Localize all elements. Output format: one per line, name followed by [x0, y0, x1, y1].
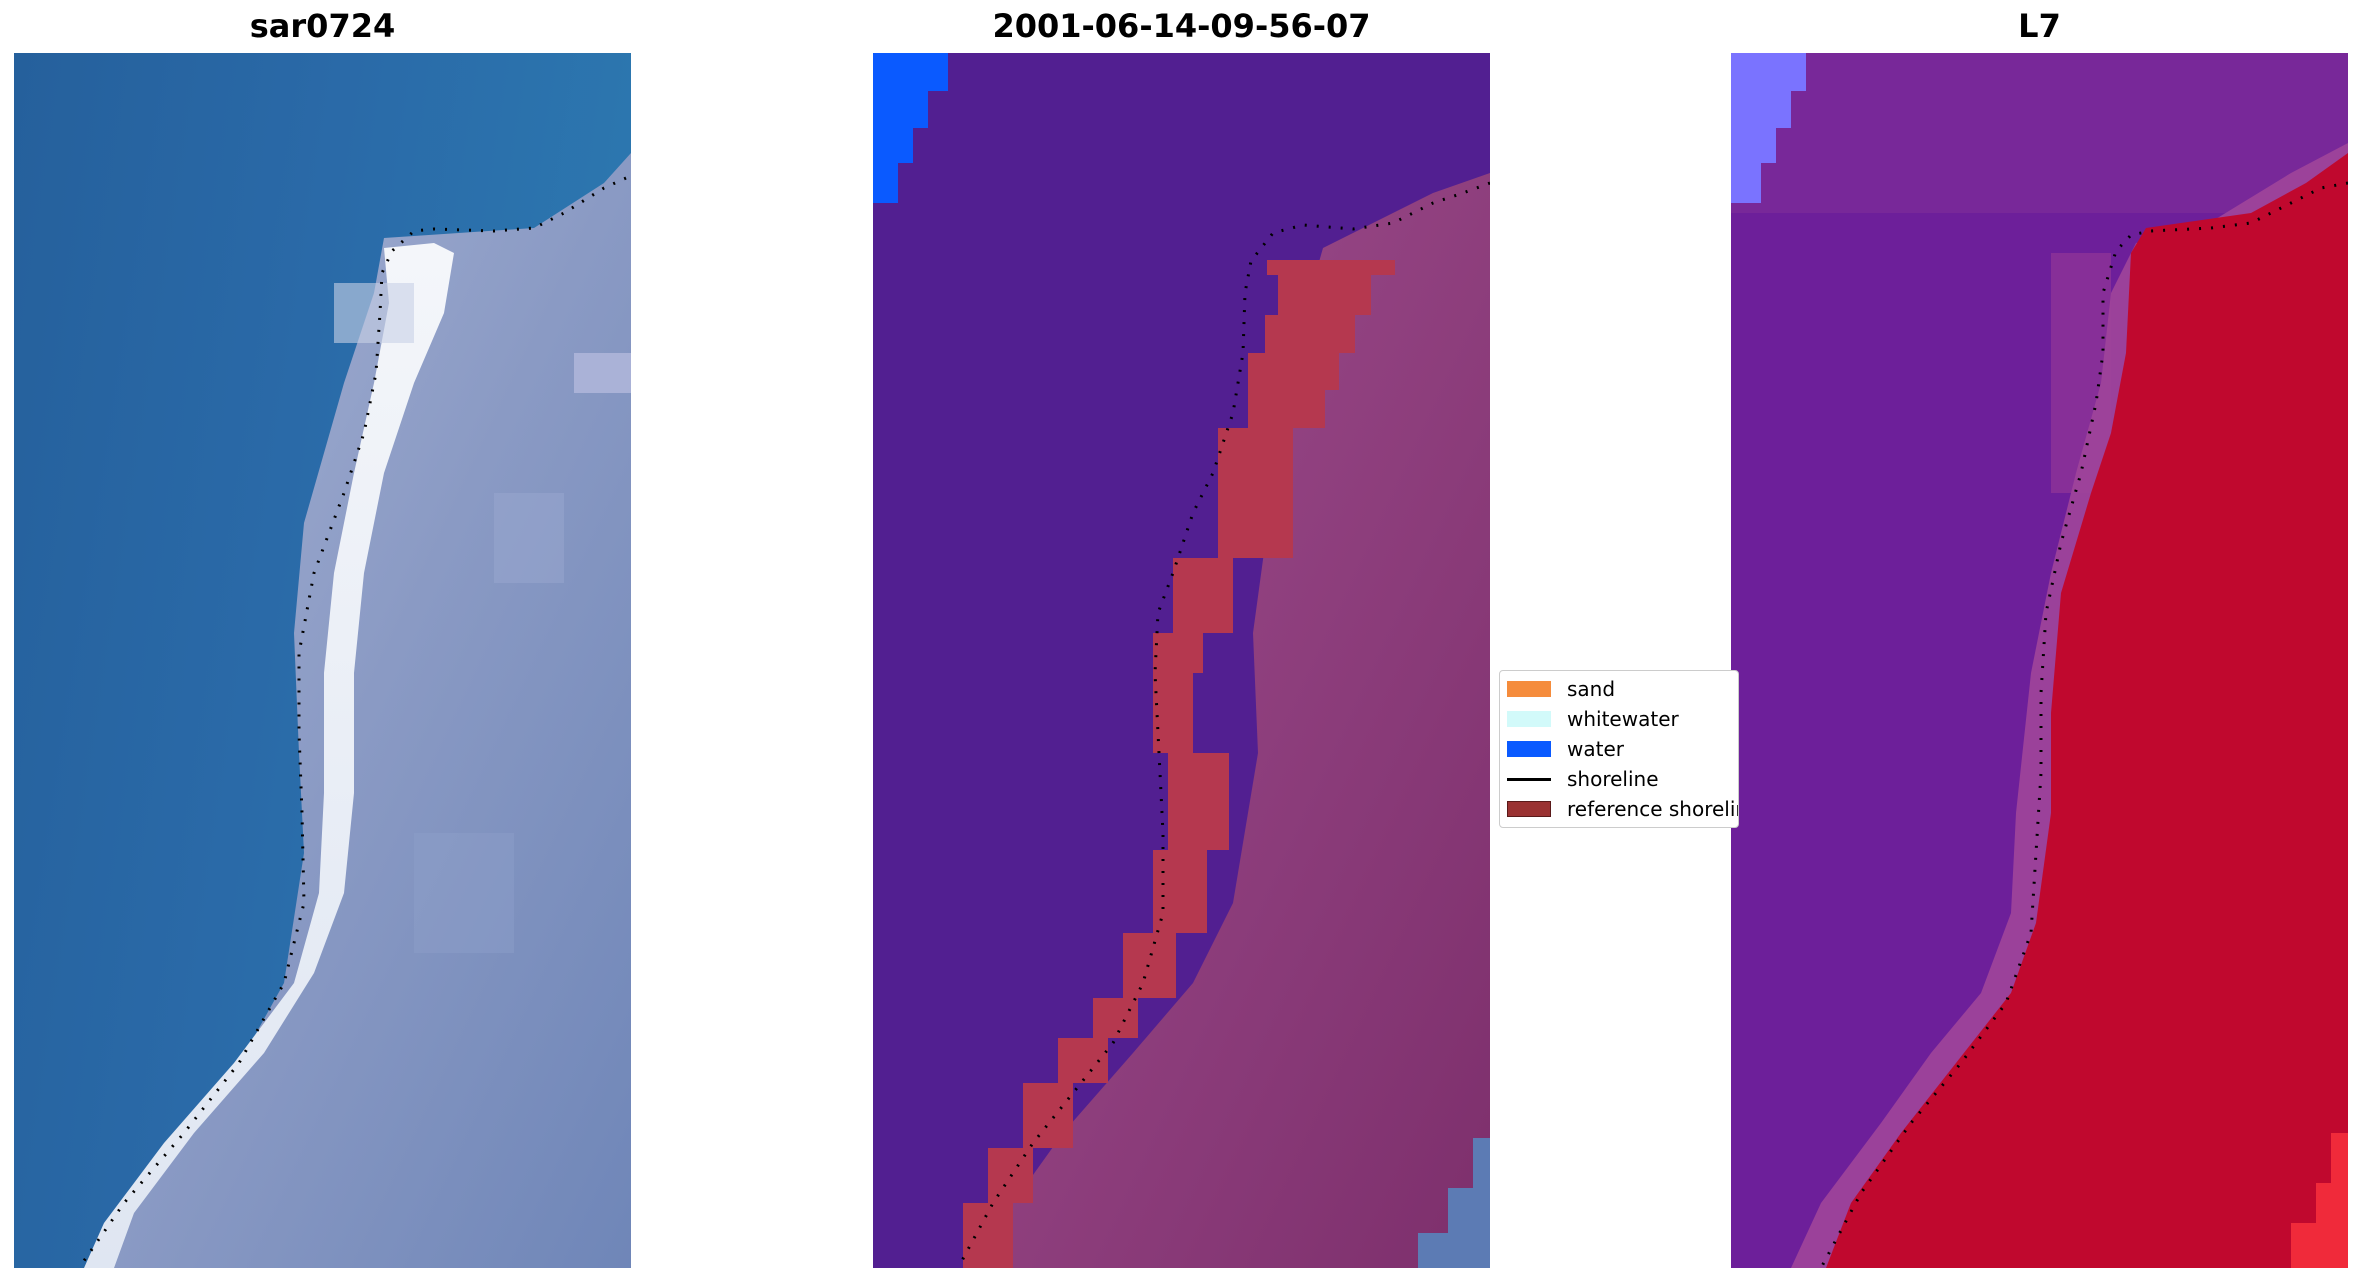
rgb-image	[14, 53, 631, 1268]
legend-line-shoreline	[1507, 777, 1551, 781]
legend-label-sand: sand	[1567, 677, 1616, 701]
legend-label-reference-shoreline: reference shoreline	[1567, 797, 1738, 821]
legend-item-reference-shoreline: reference shoreline	[1507, 797, 1738, 821]
index-image-panel	[1731, 53, 2348, 1268]
panel-title-l7: L7	[2018, 7, 2061, 45]
legend-item-whitewater: whitewater	[1507, 707, 1679, 731]
classified-image	[873, 53, 1490, 1268]
legend-swatch-whitewater	[1507, 711, 1551, 727]
legend: sand whitewater water shoreline referenc…	[1499, 670, 1739, 828]
panel-title-date: 2001-06-14-09-56-07	[992, 7, 1371, 45]
classified-image-panel	[873, 53, 1490, 1268]
panel-title-sar0724: sar0724	[249, 7, 396, 45]
legend-item-water: water	[1507, 737, 1624, 761]
legend-swatch-water	[1507, 741, 1551, 757]
legend-swatch-reference-shoreline	[1507, 801, 1551, 817]
legend-swatch-sand	[1507, 681, 1551, 697]
index-image	[1731, 53, 2348, 1268]
legend-label-shoreline: shoreline	[1567, 767, 1659, 791]
rgb-image-panel	[14, 53, 631, 1268]
legend-item-shoreline: shoreline	[1507, 767, 1659, 791]
legend-item-sand: sand	[1507, 677, 1616, 701]
legend-label-water: water	[1567, 737, 1624, 761]
legend-label-whitewater: whitewater	[1567, 707, 1679, 731]
